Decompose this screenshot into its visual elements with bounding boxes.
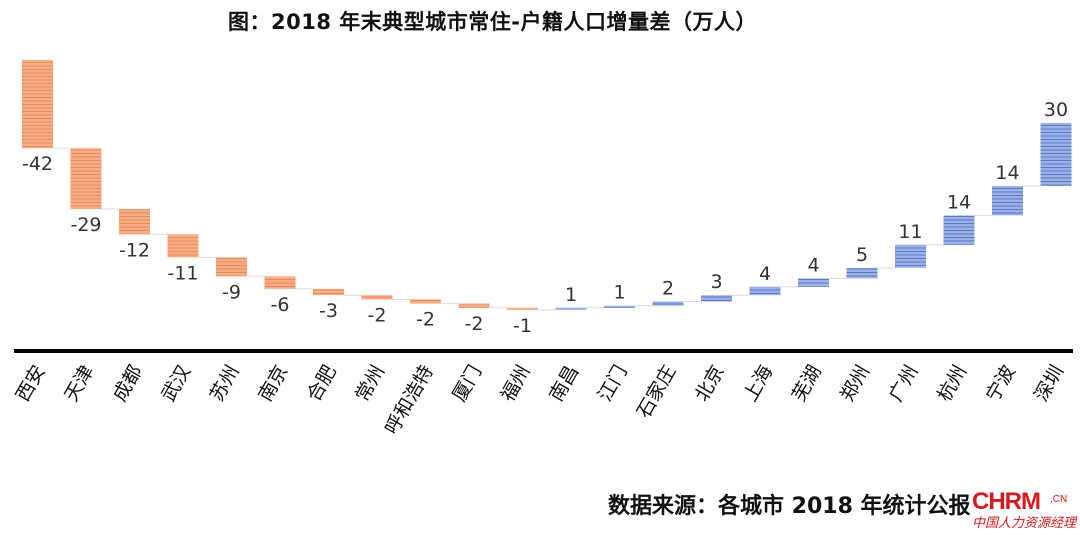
value-label: 14 — [947, 191, 971, 213]
bar-苏州 — [216, 257, 247, 277]
value-label: -3 — [319, 300, 338, 322]
x-axis-label: 合肥 — [303, 362, 341, 406]
x-axis-label: 广州 — [885, 362, 923, 406]
x-axis-label: 郑州 — [836, 362, 874, 406]
value-label: -2 — [368, 304, 387, 326]
value-label: -2 — [416, 309, 435, 331]
x-axis-label: 芜湖 — [788, 362, 826, 406]
value-label: 5 — [856, 244, 868, 266]
bar-南昌 — [555, 307, 587, 310]
chart-title: 图：2018 年末典型城市常住-户籍人口增量差（万人） — [228, 10, 757, 34]
bar-石家庄 — [652, 301, 684, 306]
bars — [22, 60, 1072, 310]
x-axis-label: 呼和浩特 — [381, 362, 438, 439]
bar-西安 — [22, 60, 53, 149]
x-axis-labels: 西安 天津 成都 武汉 苏州 南京 合肥 常州呼和浩特 厦门 福州 南昌 江门 石家庄 北京 上海 芜湖 郑州广… — [12, 362, 1069, 439]
chrm-watermark: CHRM .CN 中国人力资源经理 — [972, 488, 1080, 531]
value-label: -29 — [70, 214, 101, 236]
value-label: -12 — [119, 239, 150, 261]
bar-南京 — [264, 276, 296, 289]
x-axis-label: 成都 — [109, 362, 147, 406]
bar-合肥 — [313, 288, 344, 296]
value-label: 11 — [898, 221, 922, 243]
value-label: -11 — [167, 262, 198, 284]
bar-上海 — [749, 286, 781, 296]
x-axis-label: 南昌 — [545, 362, 583, 406]
bar-郑州 — [846, 267, 878, 279]
x-axis-label: 常州 — [351, 362, 389, 406]
x-axis-label: 福州 — [497, 362, 535, 406]
value-label: 14 — [995, 162, 1019, 184]
value-label: -6 — [271, 294, 290, 316]
x-axis-label: 上海 — [739, 362, 777, 406]
bar-深圳 — [1040, 123, 1072, 186]
bar-北京 — [701, 295, 732, 302]
bar-常州 — [361, 295, 393, 300]
value-label: -9 — [222, 281, 241, 303]
value-label: 1 — [565, 284, 577, 306]
bar-杭州 — [943, 215, 975, 245]
bar-宁波 — [992, 186, 1023, 216]
bar-福州 — [507, 307, 538, 310]
x-axis-label: 西安 — [12, 362, 50, 406]
x-axis-label: 深圳 — [1030, 362, 1068, 406]
watermark-suffix: .CN — [1050, 494, 1068, 505]
connector-lines — [53, 147, 1041, 311]
bar-成都 — [119, 209, 150, 235]
x-axis-label: 厦门 — [448, 362, 486, 406]
x-axis-label: 宁波 — [982, 362, 1020, 406]
bar-厦门 — [458, 303, 490, 308]
value-label: 30 — [1044, 99, 1068, 121]
bar-武汉 — [167, 234, 199, 258]
value-label: 2 — [662, 278, 674, 300]
bar-芜湖 — [798, 278, 829, 287]
value-label: 4 — [807, 254, 819, 276]
watermark-logo: CHRM — [972, 488, 1041, 515]
value-label: 4 — [759, 263, 771, 285]
bar-江门 — [604, 305, 635, 308]
value-label: 1 — [613, 282, 625, 304]
value-label: 3 — [710, 271, 722, 293]
x-axis-label: 苏州 — [206, 362, 244, 406]
x-axis-label: 杭州 — [933, 362, 971, 406]
x-axis-label: 北京 — [691, 362, 729, 406]
x-axis-label: 南京 — [254, 362, 292, 406]
x-axis-label: 天津 — [60, 362, 98, 406]
x-axis-label: 江门 — [594, 362, 632, 406]
value-label: -1 — [513, 315, 532, 337]
value-label: -42 — [22, 153, 53, 175]
x-axis-label: 石家庄 — [633, 362, 681, 422]
x-axis-label: 武汉 — [157, 362, 195, 406]
bar-天津 — [70, 148, 102, 210]
bar-呼和浩特 — [410, 299, 441, 304]
value-labels: -42-29-12-11-9-6 -3 -2 -2 -2 -11 1 2 3 4 4 51114143… — [22, 99, 1068, 337]
bar-广州 — [895, 244, 926, 268]
watermark-subtitle: 中国人力资源经理 — [972, 516, 1077, 531]
data-source-note: 数据来源：各城市 2018 年统计公报 — [608, 494, 971, 519]
value-label: -2 — [465, 313, 484, 335]
